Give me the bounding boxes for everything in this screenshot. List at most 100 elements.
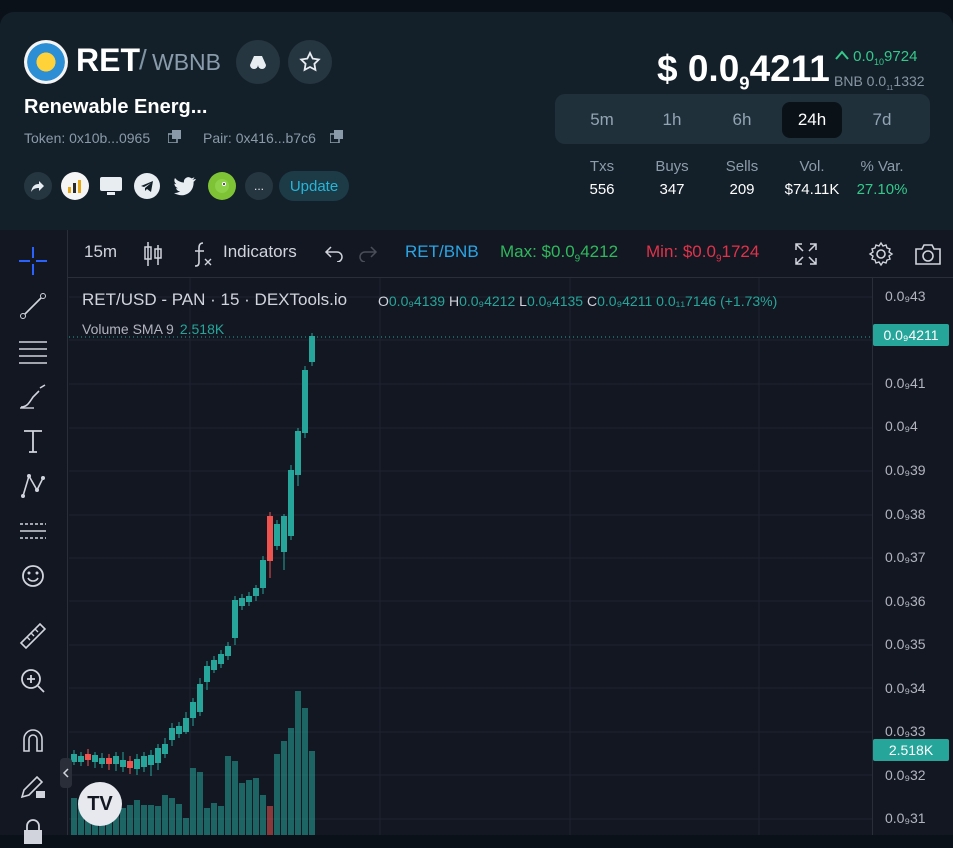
binoculars-button[interactable] (236, 40, 280, 84)
lock-tool[interactable] (16, 814, 50, 848)
screenshot-button[interactable] (914, 242, 942, 271)
axis-label: 0.0₉32 (885, 767, 926, 783)
candle-body (78, 756, 84, 762)
axis-label: 0.0₉4 (885, 418, 918, 434)
candlestick-plot[interactable] (69, 278, 872, 835)
pattern-tool[interactable] (16, 469, 50, 503)
close-value: 0.0₉4211 (597, 293, 653, 309)
axis-label: 0.0₉31 (885, 810, 926, 826)
candle-body (260, 560, 266, 588)
magnet-tool[interactable] (16, 724, 50, 758)
lock-icon (24, 819, 42, 844)
stat-buys: Buys 347 (632, 158, 712, 198)
favorite-button[interactable] (288, 40, 332, 84)
current-price: $ 0.094211 (657, 48, 830, 94)
fullscreen-icon (795, 243, 817, 265)
pencil-lock-icon (20, 775, 45, 799)
tab-1h[interactable]: 1h (662, 110, 682, 129)
max-subscript: 9 (574, 253, 581, 265)
candle-body (113, 756, 119, 764)
emoji-tool[interactable] (16, 559, 50, 593)
pair-switch-button[interactable]: RET/BNB (405, 242, 479, 261)
measure-tool[interactable] (16, 619, 50, 653)
volume-bar (267, 806, 273, 835)
current-price-tag: 0.0₉4211 (873, 324, 949, 346)
tab-5m[interactable]: 5m (590, 110, 614, 129)
tradingview-chart: 15m Indicators RET/BNB Max: $0.094212 Mi… (0, 230, 953, 844)
monitor-icon (100, 177, 122, 195)
volume-bar (197, 772, 203, 835)
telegram-button[interactable] (134, 173, 160, 199)
twitter-button[interactable] (171, 172, 199, 200)
trend-line-tool[interactable] (16, 289, 50, 323)
settings-button[interactable] (868, 241, 894, 272)
coingecko-button[interactable] (208, 172, 236, 200)
candle-body (141, 756, 147, 767)
update-button[interactable]: Update (279, 171, 349, 201)
candle-body (92, 755, 98, 762)
candle-body (162, 744, 168, 754)
volume-bar (176, 804, 182, 835)
timeframe-selector: 5m 1h 6h 24h 7d (555, 94, 930, 144)
candle-style-button[interactable] (143, 241, 163, 272)
collapse-toolbar-button[interactable] (60, 758, 72, 788)
ruler-icon (19, 622, 47, 650)
stat-volume: Vol. $74.11K (772, 158, 852, 198)
stat-value: $74.11K (784, 181, 840, 198)
lock-drawing-tool[interactable] (16, 769, 50, 803)
volume-bar (71, 798, 77, 835)
share-button[interactable] (24, 172, 52, 200)
redo-button[interactable] (358, 244, 378, 267)
more-label: ... (253, 179, 264, 193)
prediction-tool[interactable] (16, 514, 50, 548)
volume-bar (260, 795, 266, 835)
undo-button[interactable] (324, 244, 344, 267)
horizontal-lines-icon (19, 341, 47, 364)
function-icon-button[interactable] (190, 240, 214, 273)
candle-body (274, 524, 280, 546)
magnet-icon (23, 729, 43, 752)
candle-body (183, 718, 189, 732)
candle-body (190, 702, 196, 718)
fib-tool[interactable] (16, 334, 50, 368)
token-name: Renewable Energ... (24, 96, 208, 118)
volume-bar (246, 780, 252, 835)
share-icon (31, 181, 44, 192)
tab-7d[interactable]: 7d (872, 110, 892, 129)
volume-bar (204, 808, 210, 835)
candle-body (309, 336, 315, 362)
website-button[interactable] (97, 172, 125, 200)
more-links-button[interactable]: ... (245, 172, 273, 200)
bnb-price: BNB 0.0111332 (834, 73, 925, 92)
stat-value: 556 (589, 181, 615, 198)
drawing-toolbar (0, 230, 68, 844)
zoom-tool[interactable] (16, 664, 50, 698)
indicators-button[interactable]: Indicators (223, 242, 297, 261)
crosshair-tool[interactable] (16, 244, 50, 278)
stat-label: Txs (589, 158, 615, 175)
copy-token-icon[interactable] (168, 130, 181, 143)
change-value: 0.0₁₁7146 (+1.73%) (656, 293, 778, 309)
high-label: H (448, 293, 460, 309)
candle-body (288, 470, 294, 536)
tab-24h[interactable]: 24h (782, 102, 842, 138)
brush-tool[interactable] (16, 379, 50, 413)
axis-label: 0.0₉36 (885, 593, 926, 609)
telegram-icon (141, 181, 153, 192)
price-axis[interactable]: 0.0₉43 0.0₉4211 0.0₉41 0.0₉4 0.0₉39 0.0₉… (872, 278, 953, 835)
tab-6h[interactable]: 6h (732, 110, 752, 129)
fullscreen-button[interactable] (794, 242, 818, 271)
tradingview-logo[interactable]: TV (78, 782, 122, 826)
max-label: Max: $0.0 (500, 242, 575, 261)
text-tool[interactable] (16, 424, 50, 458)
volume-bar (274, 754, 280, 835)
chart-legend-title: RET/USD - PAN · 15 · DEXTools.io (82, 290, 348, 309)
interval-button[interactable]: 15m (84, 242, 118, 261)
candle-body (246, 596, 252, 602)
coingecko-icon (215, 179, 229, 193)
candle-body (120, 760, 126, 767)
copy-pair-icon[interactable] (330, 130, 343, 143)
volume-bar (253, 778, 259, 835)
chart-site-button[interactable] (61, 172, 89, 200)
price-prefix: $ 0.0 (657, 48, 740, 89)
